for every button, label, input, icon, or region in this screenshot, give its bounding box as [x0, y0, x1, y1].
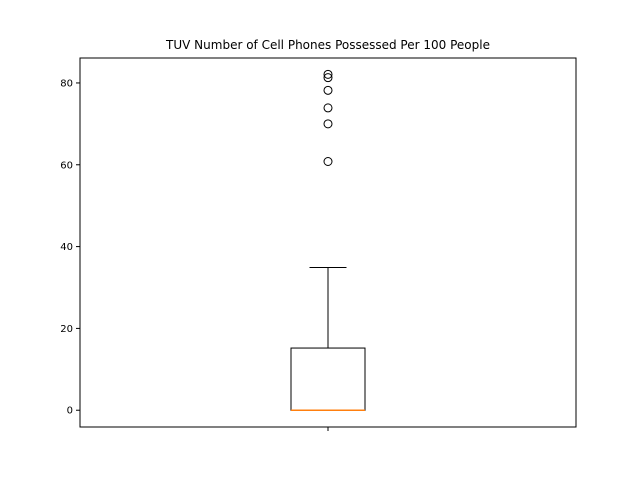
outlier-point — [323, 85, 333, 95]
outlier-point — [323, 103, 333, 113]
outlier-point — [323, 73, 333, 83]
y-tick-label: 20 — [60, 324, 73, 335]
plot-area: 0 20 40 60 80 — [60, 57, 577, 431]
y-tick-label: 0 — [67, 406, 73, 417]
axes-frame — [79, 57, 577, 428]
y-tick-label: 60 — [60, 160, 73, 171]
outlier-point — [323, 69, 333, 79]
y-tick-label: 40 — [60, 242, 73, 253]
y-tick-label: 80 — [60, 78, 73, 89]
iqr-box — [290, 347, 366, 411]
outlier-point — [323, 119, 333, 129]
outlier-point — [323, 157, 333, 166]
chart-title: TUV Number of Cell Phones Possessed Per … — [165, 38, 490, 52]
